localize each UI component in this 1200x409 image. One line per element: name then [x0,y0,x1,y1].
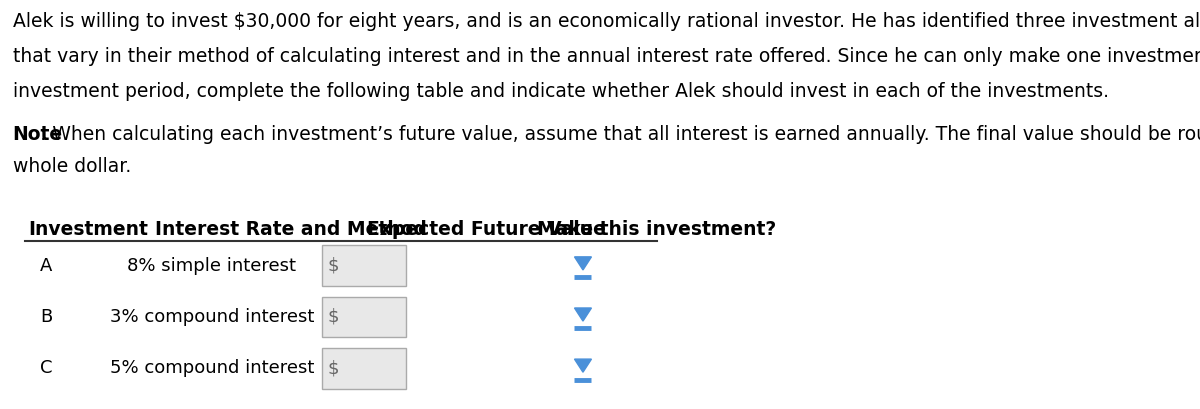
FancyBboxPatch shape [322,245,407,286]
Text: Expected Future Value: Expected Future Value [367,220,606,239]
Text: 3% compound interest: 3% compound interest [110,308,314,326]
Polygon shape [575,257,592,270]
Text: A: A [40,257,52,275]
Polygon shape [575,308,592,321]
FancyBboxPatch shape [322,348,407,389]
Text: Note: Note [13,125,62,144]
FancyBboxPatch shape [322,297,407,337]
Text: 8% simple interest: 8% simple interest [127,257,296,275]
Text: C: C [40,359,52,377]
Text: whole dollar.: whole dollar. [13,157,131,176]
Text: Interest Rate and Method: Interest Rate and Method [156,220,427,239]
Text: that vary in their method of calculating interest and in the annual interest rat: that vary in their method of calculating… [13,47,1200,66]
Polygon shape [575,359,592,372]
Text: $: $ [328,308,338,326]
Text: Investment: Investment [29,220,148,239]
Text: Make this investment?: Make this investment? [538,220,776,239]
Text: Alek is willing to invest $30,000 for eight years, and is an economically ration: Alek is willing to invest $30,000 for ei… [13,12,1200,31]
Text: : When calculating each investment’s future value, assume that all interest is e: : When calculating each investment’s fut… [40,125,1200,144]
Text: investment period, complete the following table and indicate whether Alek should: investment period, complete the followin… [13,82,1109,101]
Text: 5% compound interest: 5% compound interest [110,359,314,377]
Text: $: $ [328,257,338,275]
Text: B: B [40,308,52,326]
Text: $: $ [328,359,338,377]
